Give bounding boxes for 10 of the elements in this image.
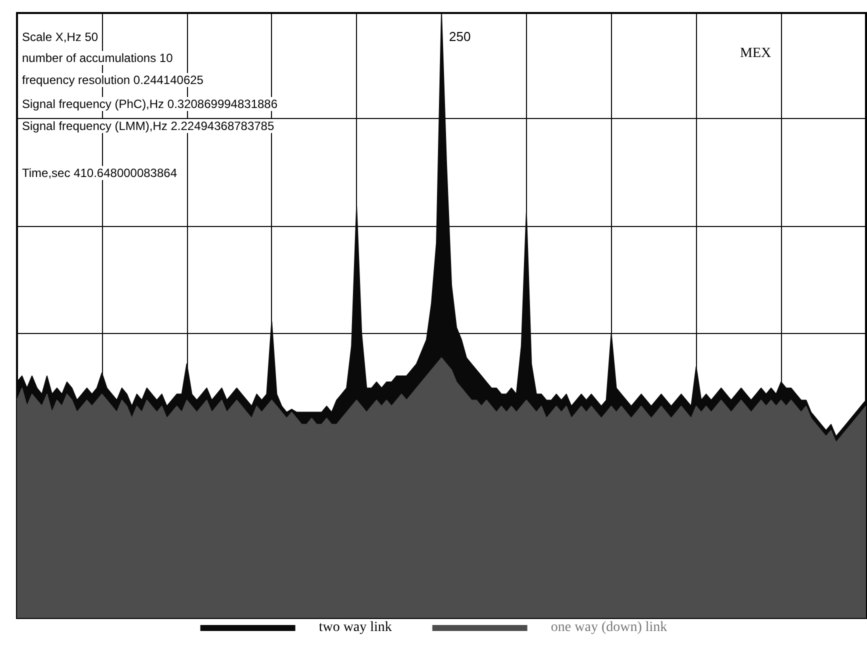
annotation: number of accumulations 10 [20,51,175,65]
annotation: 250 [447,29,473,44]
annotation: MEX [738,46,774,62]
annotation: Time,sec 410.648000083864 [20,166,180,180]
annotation: Signal frequency (PhC),Hz 0.320869994831886 [20,97,280,111]
series-label: one way (down) link [550,620,668,636]
annotation: frequency resolution 0.244140625 [20,73,206,87]
series-label: two way link [318,620,392,636]
annotation: Signal frequency (LMM),Hz 2.22494368783785 [20,119,276,133]
annotation: Scale X,Hz 50 [20,30,100,44]
